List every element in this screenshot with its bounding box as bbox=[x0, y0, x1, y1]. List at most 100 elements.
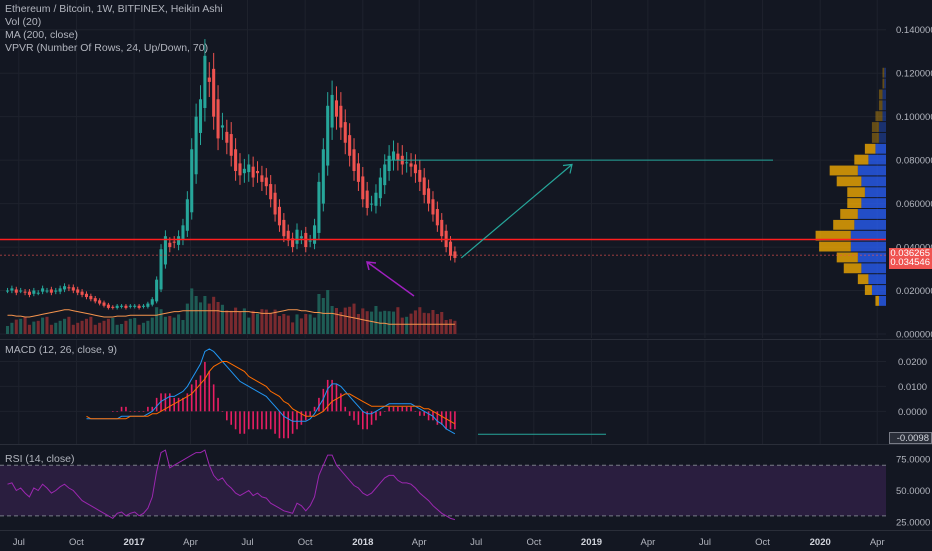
x-tick-label: Apr bbox=[640, 537, 655, 548]
macd-legend-text: MACD (12, 26, close, 9) bbox=[5, 344, 118, 356]
volume-bar bbox=[63, 318, 67, 334]
macd-histogram-bar bbox=[221, 411, 224, 412]
candle-body bbox=[115, 305, 119, 308]
ma-indicator-label[interactable]: MA (200, close) bbox=[5, 29, 78, 41]
candle-body bbox=[343, 122, 347, 143]
rsi-chart[interactable]: 75.0000 50.0000 25.0000 bbox=[0, 445, 932, 531]
y-tick-label: 0.080000 bbox=[896, 156, 932, 167]
y-tick-label: 0.060000 bbox=[896, 199, 932, 210]
x-tick-label: Jul bbox=[699, 537, 711, 548]
volume-bar bbox=[111, 318, 115, 334]
volume-bar bbox=[339, 312, 343, 334]
macd-histogram-bar bbox=[120, 406, 123, 412]
candle-body bbox=[273, 192, 277, 215]
volume-bar bbox=[185, 303, 189, 334]
volume-bar bbox=[150, 317, 154, 334]
candle-body bbox=[413, 164, 417, 174]
main-price-pane[interactable]: 0.140000 0.120000 0.100000 0.080000 0.060000… bbox=[0, 0, 932, 338]
candle-body bbox=[177, 236, 181, 245]
macd-histogram-bar bbox=[401, 406, 404, 412]
macd-histogram-bar bbox=[247, 411, 250, 430]
y-tick-label: 0.040000 bbox=[896, 243, 932, 254]
macd-histogram-bar bbox=[278, 411, 281, 439]
symbol-title[interactable]: Ethereum / Bitcoin, 1W, BITFINEX, Heikin… bbox=[5, 3, 223, 15]
macd-histogram-bar bbox=[313, 406, 316, 412]
x-tick-label: 2017 bbox=[124, 537, 145, 548]
volume-bar bbox=[93, 324, 97, 334]
volume-bar bbox=[10, 322, 14, 334]
y-tick-label: 25.0000 bbox=[896, 518, 930, 529]
candle-body bbox=[352, 149, 356, 171]
vpvr-bar-down bbox=[833, 219, 855, 230]
macd-histogram-bar bbox=[151, 406, 154, 412]
volume-bar bbox=[286, 315, 290, 334]
volume-bar bbox=[146, 320, 150, 334]
volume-bar bbox=[49, 324, 53, 334]
macd-histogram-bar bbox=[133, 411, 136, 412]
candle-body bbox=[41, 288, 45, 292]
candle-body bbox=[14, 289, 18, 293]
volume-bar bbox=[80, 320, 84, 334]
candle-body bbox=[317, 181, 321, 233]
volume-bar bbox=[133, 318, 137, 334]
volume-bar bbox=[84, 318, 89, 334]
vpvr-bar-down bbox=[843, 263, 862, 274]
annotation-arrow bbox=[366, 261, 415, 297]
volume-bar bbox=[242, 308, 246, 334]
rsi-legend[interactable]: RSI (14, close) bbox=[5, 453, 74, 466]
volume-bar bbox=[356, 314, 360, 334]
macd-histogram-bar bbox=[322, 388, 325, 412]
vpvr-bar-down bbox=[871, 122, 879, 132]
y-tick-label: 0.0200 bbox=[898, 357, 927, 368]
volume-bar bbox=[168, 316, 172, 334]
rsi-pane[interactable]: 75.0000 50.0000 25.0000 RSI (14, close) bbox=[0, 444, 932, 531]
vpvr-bar-down bbox=[875, 111, 883, 122]
macd-histogram-bar bbox=[370, 411, 373, 425]
candle-body bbox=[264, 177, 268, 187]
candle-body bbox=[80, 291, 84, 295]
macd-chart[interactable]: 0.0200 0.0100 0.0000 bbox=[0, 340, 932, 444]
candle-body bbox=[150, 299, 154, 305]
volume-bar bbox=[19, 318, 23, 334]
volume-bar bbox=[238, 311, 242, 334]
macd-histogram-bar bbox=[226, 411, 228, 421]
volume-bar bbox=[422, 312, 426, 334]
macd-histogram-bar bbox=[405, 406, 408, 412]
y-tick-label: 0.100000 bbox=[896, 112, 932, 123]
macd-histogram-bar bbox=[427, 411, 430, 421]
price-chart[interactable]: 0.140000 0.120000 0.100000 0.080000 0.060000… bbox=[0, 0, 932, 338]
vol-indicator-label[interactable]: Vol (20) bbox=[5, 16, 42, 28]
vpvr-indicator-label[interactable]: VPVR (Number Of Rows, 24, Up/Down, 70) bbox=[5, 42, 209, 54]
macd-histogram-bar bbox=[177, 397, 180, 412]
vpvr-bar-down bbox=[875, 295, 879, 306]
vpvr-bar-up bbox=[884, 67, 886, 78]
volume-bar bbox=[115, 324, 119, 334]
candle-body bbox=[102, 302, 106, 306]
macd-histogram-bar bbox=[129, 411, 132, 412]
candle-body bbox=[453, 251, 457, 258]
candle-body bbox=[172, 241, 176, 243]
vpvr-bar-up bbox=[878, 295, 886, 306]
candle-body bbox=[54, 290, 58, 292]
volume-bar bbox=[348, 306, 352, 334]
time-axis[interactable]: Jul Oct 2017 Apr Jul Oct 2018 Apr Jul Oct 2019 Apr J… bbox=[0, 530, 932, 551]
candle-body bbox=[67, 287, 71, 289]
macd-histogram-bar bbox=[318, 397, 320, 412]
volume-bar bbox=[163, 316, 167, 334]
volume-bar bbox=[448, 319, 453, 334]
volume-bar bbox=[365, 311, 369, 334]
volume-bar bbox=[370, 311, 374, 334]
volume-bar bbox=[313, 317, 317, 334]
candle-body bbox=[238, 163, 242, 176]
macd-legend[interactable]: MACD (12, 26, close, 9) bbox=[5, 344, 117, 357]
volume-bar bbox=[141, 322, 146, 334]
x-tick-label: Apr bbox=[870, 537, 885, 548]
macd-histogram-bar bbox=[204, 361, 206, 412]
macd-pane[interactable]: 0.0200 0.0100 0.0000 MACD (12, 26, close, … bbox=[0, 339, 932, 444]
volume-bar bbox=[71, 324, 75, 334]
candle-body bbox=[19, 290, 23, 292]
signal-line bbox=[86, 361, 456, 425]
macd-histogram-bar bbox=[436, 411, 439, 425]
volume-bar bbox=[317, 294, 321, 334]
macd-histogram-bar bbox=[423, 411, 426, 416]
